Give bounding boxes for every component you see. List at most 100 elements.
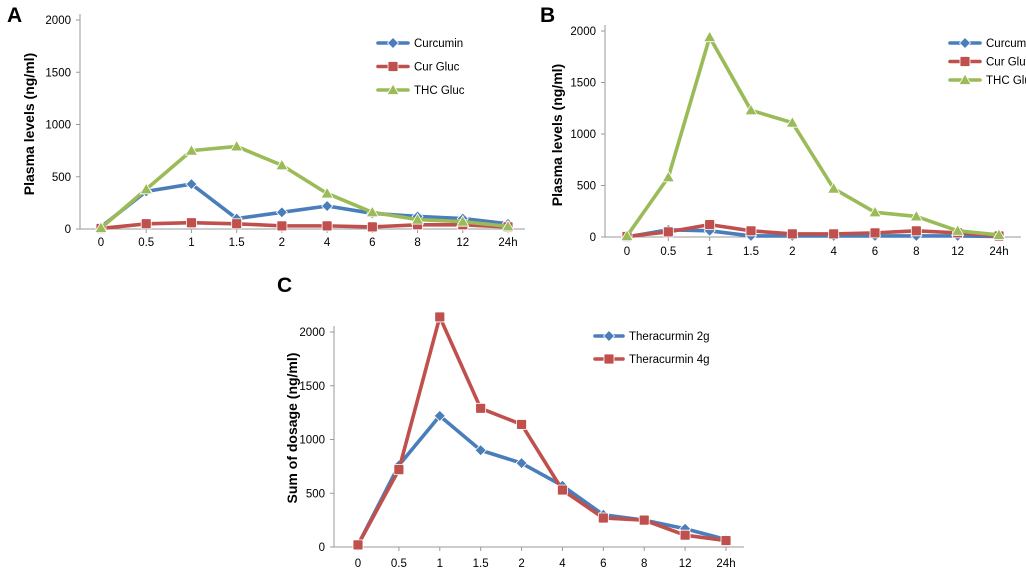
- x-tick-label: 12: [951, 246, 964, 258]
- y-tick-label: 0: [590, 232, 596, 244]
- y-tick-label: 500: [52, 172, 71, 184]
- y-tick-label: 500: [577, 181, 596, 193]
- panel-letter: A: [7, 4, 22, 27]
- y-tick-label: 0: [65, 224, 71, 236]
- x-tick-label: 24h: [989, 246, 1008, 258]
- x-tick-label: 0.5: [391, 558, 407, 570]
- series-theracurmin-4g: [352, 311, 732, 551]
- y-tick-label: 1500: [45, 67, 71, 79]
- x-tick-label: 12: [456, 237, 469, 249]
- x-tick-label: 1.5: [229, 237, 245, 249]
- data-point: [597, 512, 609, 524]
- data-point: [231, 218, 243, 230]
- series-thc-gluc: [620, 30, 1006, 241]
- x-tick-label: 24h: [716, 558, 735, 570]
- x-tick-label: 0: [355, 558, 361, 570]
- data-point: [992, 228, 1006, 240]
- y-tick-label: 1000: [299, 435, 325, 447]
- x-tick-label: 24h: [498, 237, 517, 249]
- data-point: [662, 226, 674, 238]
- y-tick-label: 2000: [45, 15, 71, 27]
- data-point: [826, 181, 841, 194]
- legend-marker: [958, 36, 972, 50]
- data-point: [275, 158, 289, 171]
- series-line: [99, 144, 510, 230]
- x-tick-label: 2: [279, 237, 285, 249]
- x-tick-label: 2: [789, 246, 795, 258]
- legend-marker: [387, 61, 399, 72]
- panel-letter: C: [277, 274, 292, 297]
- x-tick-label: 4: [559, 558, 566, 570]
- data-point: [501, 219, 515, 232]
- x-tick-label: 4: [830, 246, 837, 258]
- series-cur-gluc: [621, 219, 1005, 242]
- data-point: [434, 311, 446, 323]
- legend-label: Cur Gluc: [986, 57, 1026, 69]
- data-point: [275, 206, 288, 219]
- legend-label: Curcumin: [986, 38, 1026, 50]
- data-point: [638, 514, 650, 526]
- legend-label: Theracurmin 4g: [629, 354, 710, 366]
- series-line: [356, 315, 728, 547]
- x-tick-label: 0.5: [138, 237, 154, 249]
- data-point: [679, 529, 691, 541]
- data-point: [433, 409, 446, 422]
- series-line: [99, 220, 510, 231]
- series-line: [99, 182, 510, 229]
- legend-marker: [602, 329, 616, 343]
- x-tick-label: 4: [324, 237, 331, 249]
- series-line: [625, 222, 1001, 239]
- data-point: [321, 199, 334, 213]
- data-point: [909, 209, 924, 222]
- series-thc-gluc: [94, 139, 515, 233]
- data-point: [366, 221, 378, 233]
- x-tick-label: 1: [437, 558, 443, 570]
- data-point: [786, 228, 798, 240]
- x-tick-label: 6: [872, 246, 878, 258]
- series-line: [356, 414, 728, 547]
- data-point: [352, 539, 364, 551]
- chart-panel-a: A 0 500 1000 1500 2000 0 0.5 1 1.5 2 4 6 8 12 24h Plasma…: [7, 4, 525, 249]
- y-tick-label: 1000: [570, 129, 596, 141]
- x-tick-label: 1.5: [743, 246, 759, 258]
- y-axis-label: Plasma levels (ng/ml): [549, 64, 565, 206]
- y-tick-label: 1500: [570, 78, 596, 90]
- data-point: [456, 214, 470, 227]
- data-point: [720, 535, 732, 546]
- data-point: [185, 177, 198, 191]
- data-point: [474, 444, 487, 457]
- x-tick-label: 0: [624, 246, 630, 258]
- data-point: [950, 224, 965, 236]
- data-point: [140, 218, 152, 230]
- legend-marker: [959, 56, 971, 67]
- y-axis-label: Plasma levels (ng/ml): [21, 53, 37, 195]
- data-point: [321, 220, 333, 232]
- data-point: [320, 186, 334, 199]
- data-point: [745, 225, 757, 237]
- chart-panel-c: C 0 500 1000 1500 2000 0 0.5 1 1.5 2 4 6 8 12 24h Sum of…: [277, 274, 744, 570]
- x-tick-label: 1: [706, 246, 712, 258]
- data-point: [557, 484, 568, 496]
- data-point: [475, 402, 487, 414]
- x-tick-label: 12: [679, 558, 692, 570]
- data-point: [276, 220, 288, 232]
- series-line: [625, 35, 1001, 238]
- data-point: [393, 464, 405, 476]
- data-point: [910, 225, 922, 237]
- y-axis-label: Sum of dosage (ng/ml): [284, 353, 300, 504]
- legend: Curcumin Cur Gluc THC Gluc: [948, 36, 1026, 87]
- x-tick-label: 1: [188, 237, 194, 249]
- panel-letter: B: [540, 4, 555, 27]
- legend-marker: [958, 73, 972, 85]
- y-tick-label: 1000: [45, 120, 71, 132]
- data-point: [94, 221, 108, 233]
- legend-label: Curcumin: [414, 38, 463, 50]
- data-point: [184, 143, 199, 156]
- legend-marker: [386, 36, 400, 50]
- data-point: [868, 205, 882, 218]
- x-tick-label: 8: [913, 246, 919, 258]
- data-point: [229, 139, 244, 152]
- x-tick-label: 8: [414, 237, 420, 249]
- data-point: [365, 205, 380, 218]
